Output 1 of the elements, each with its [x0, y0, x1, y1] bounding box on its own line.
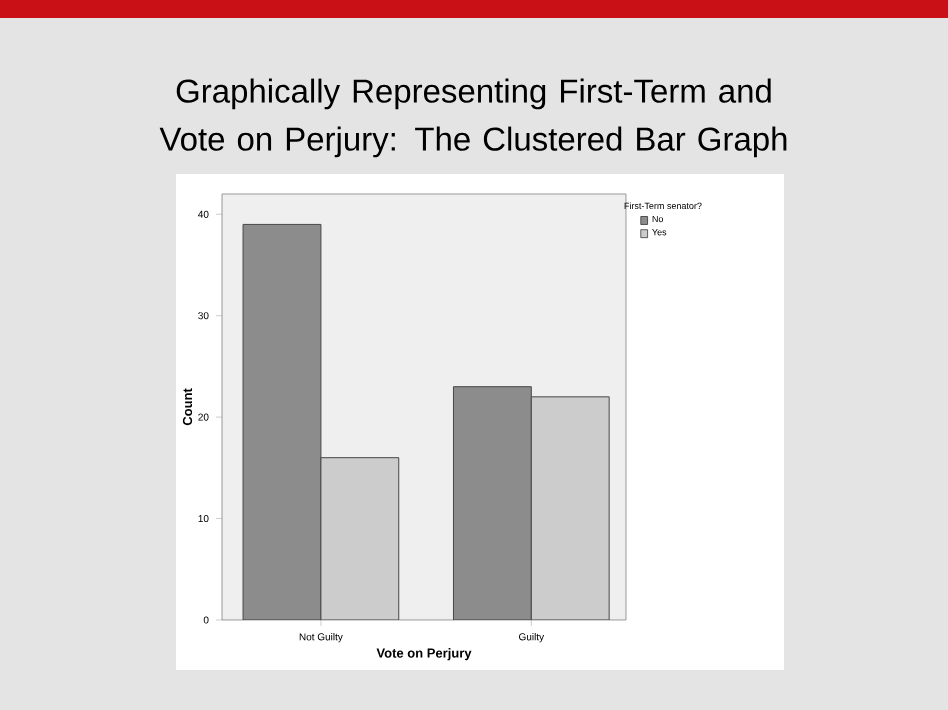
chart-title: Graphically Representing First-Term and Vote on Perjury: The Clustered Bar Graph [159, 78, 787, 158]
